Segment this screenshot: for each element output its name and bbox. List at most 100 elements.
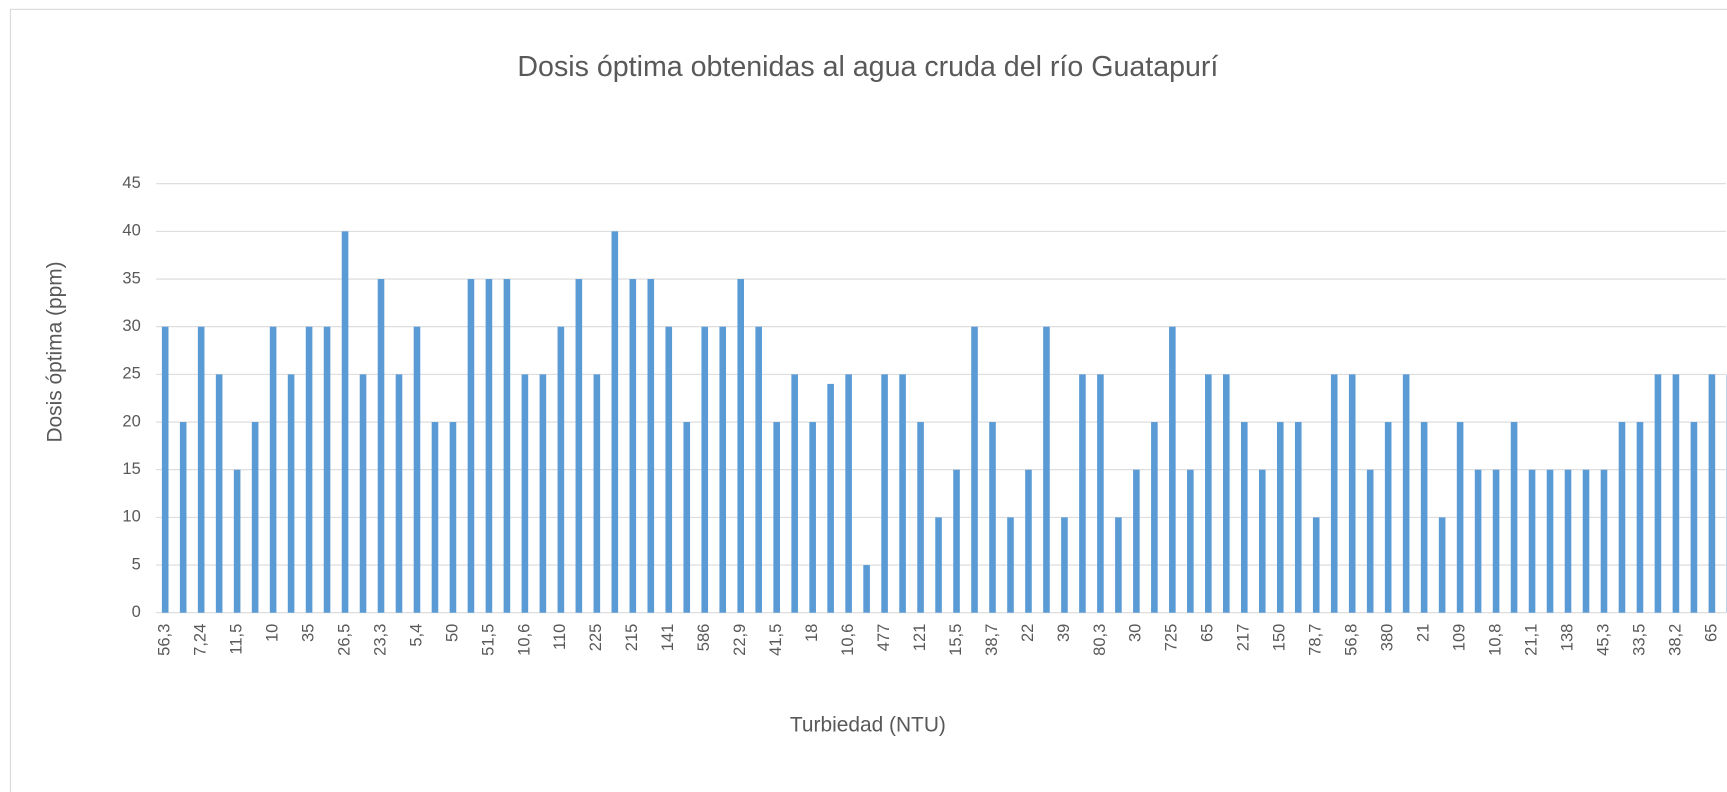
bar bbox=[809, 422, 816, 613]
y-tick-label: 45 bbox=[122, 174, 140, 192]
bar bbox=[557, 326, 565, 613]
bar bbox=[1384, 422, 1392, 613]
y-tick-label: 25 bbox=[122, 365, 140, 383]
x-tick-label: 26,5 bbox=[335, 624, 353, 656]
x-tick-label: 22,9 bbox=[731, 624, 749, 656]
bar bbox=[1312, 517, 1320, 613]
y-tick-label: 15 bbox=[122, 460, 140, 478]
bar bbox=[467, 279, 475, 613]
bar bbox=[1007, 517, 1014, 613]
bar bbox=[791, 374, 798, 613]
x-tick-label: 225 bbox=[587, 624, 605, 652]
bar bbox=[1600, 469, 1608, 613]
bar bbox=[287, 374, 295, 613]
bar bbox=[431, 422, 439, 613]
x-tick-label: 41,5 bbox=[767, 624, 785, 656]
y-tick-label: 40 bbox=[122, 222, 140, 240]
x-tick-label: 380 bbox=[1379, 624, 1397, 652]
bar bbox=[1258, 469, 1266, 613]
bar bbox=[1654, 374, 1662, 613]
bar bbox=[503, 279, 511, 613]
bar bbox=[215, 374, 223, 613]
bar bbox=[1097, 374, 1104, 613]
bar bbox=[935, 517, 942, 613]
bar bbox=[161, 326, 169, 613]
bar bbox=[971, 326, 978, 613]
bar bbox=[521, 374, 529, 613]
x-tick-label: 109 bbox=[1450, 624, 1468, 652]
x-tick-label: 33,5 bbox=[1630, 624, 1648, 656]
bar bbox=[1546, 469, 1554, 613]
bar bbox=[1474, 469, 1482, 613]
bar bbox=[755, 326, 762, 613]
x-tick-label: 10,6 bbox=[839, 624, 857, 656]
bar bbox=[917, 422, 924, 613]
x-tick-label: 18 bbox=[803, 624, 821, 642]
x-tick-label: 50 bbox=[443, 624, 461, 642]
x-tick-label: 7,24 bbox=[192, 624, 210, 656]
x-tick-label: 65 bbox=[1199, 624, 1217, 642]
bar bbox=[863, 565, 870, 613]
bar bbox=[1492, 469, 1500, 613]
bar bbox=[1708, 374, 1716, 613]
bar bbox=[629, 279, 637, 613]
bar bbox=[1043, 326, 1050, 613]
chart-title: Dosis óptima obtenidas al agua cruda del… bbox=[517, 51, 1218, 83]
y-tick-label: 5 bbox=[132, 555, 141, 573]
y-tick-label: 10 bbox=[122, 508, 140, 526]
x-tick-label: 10,8 bbox=[1486, 624, 1504, 656]
bar bbox=[1528, 469, 1536, 613]
bar bbox=[233, 469, 241, 613]
bar bbox=[1366, 469, 1374, 613]
bar bbox=[269, 326, 277, 613]
bar bbox=[1690, 422, 1698, 613]
x-tick-label: 80,3 bbox=[1091, 624, 1109, 656]
bar bbox=[1402, 374, 1410, 613]
x-tick-label: 138 bbox=[1558, 624, 1576, 652]
bar bbox=[341, 231, 349, 613]
y-tick-label: 20 bbox=[122, 412, 140, 430]
x-tick-label: 30 bbox=[1127, 624, 1145, 642]
bar bbox=[1636, 422, 1644, 613]
y-tick-label: 0 bbox=[132, 603, 141, 621]
bar bbox=[1348, 374, 1356, 613]
bar bbox=[377, 279, 385, 613]
x-tick-label: 5,4 bbox=[407, 624, 425, 647]
bar bbox=[1115, 517, 1122, 613]
x-tick-label: 11,5 bbox=[227, 624, 245, 655]
x-tick-label: 15,5 bbox=[947, 624, 965, 656]
bar bbox=[845, 374, 852, 613]
y-axis-label: Dosis óptima (ppm) bbox=[44, 261, 67, 442]
x-tick-label: 215 bbox=[623, 624, 641, 652]
bar bbox=[575, 279, 583, 613]
x-tick-label: 38,2 bbox=[1666, 624, 1684, 656]
x-tick-label: 21 bbox=[1415, 624, 1433, 642]
x-tick-label: 38,7 bbox=[983, 624, 1001, 656]
bar bbox=[395, 374, 403, 613]
bar bbox=[953, 469, 960, 613]
bar bbox=[485, 279, 493, 613]
bar bbox=[611, 231, 619, 613]
bar bbox=[1672, 374, 1680, 613]
x-tick-label: 22 bbox=[1019, 624, 1037, 642]
x-tick-label: 21,1 bbox=[1522, 624, 1540, 656]
bar bbox=[413, 326, 421, 613]
bar bbox=[1330, 374, 1338, 613]
bar bbox=[701, 326, 709, 613]
bar bbox=[773, 422, 780, 613]
bar bbox=[593, 374, 601, 613]
x-tick-label: 10 bbox=[263, 624, 281, 642]
bar bbox=[179, 422, 187, 613]
x-tick-label: 10,6 bbox=[515, 624, 533, 656]
x-tick-label: 56,8 bbox=[1343, 624, 1361, 656]
x-tick-label: 56,3 bbox=[156, 624, 174, 656]
x-tick-label: 150 bbox=[1271, 624, 1289, 652]
x-tick-label: 78,7 bbox=[1307, 624, 1325, 656]
bar bbox=[683, 422, 691, 613]
bar bbox=[1294, 422, 1302, 613]
bar bbox=[1025, 469, 1032, 613]
bar bbox=[1240, 422, 1248, 613]
bar bbox=[647, 279, 655, 613]
x-tick-label: 121 bbox=[911, 624, 929, 652]
